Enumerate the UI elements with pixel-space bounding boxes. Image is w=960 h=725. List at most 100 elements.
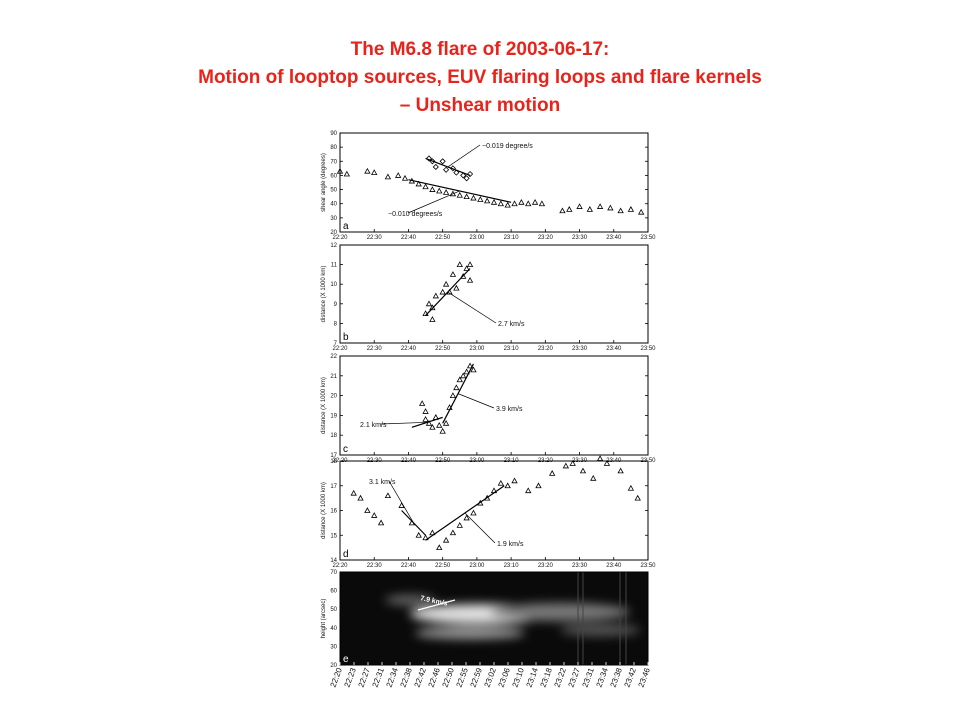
data-point: [436, 421, 443, 428]
data-point: [418, 400, 426, 406]
data-point: [364, 167, 371, 174]
x-tick-label: 23:00: [469, 235, 485, 241]
data-point: [607, 204, 614, 211]
x-tick-label: 22:40: [401, 235, 417, 241]
data-point: [442, 419, 450, 426]
x-tick-label: 23:10: [504, 235, 520, 241]
x-tick-label: 22:30: [367, 346, 383, 352]
x-tick-label: 23:30: [572, 346, 588, 352]
panel-letter: b: [343, 332, 349, 343]
data-point: [401, 174, 409, 181]
y-tick-label: 20: [330, 230, 337, 236]
x-tick-label: 23:46: [637, 666, 652, 688]
data-point: [371, 512, 378, 518]
annotation: 2.7 km/s: [498, 321, 525, 328]
data-point: [429, 316, 436, 322]
y-axis-label: distance (X 1000 km): [321, 482, 327, 539]
y-tick-label: 11: [331, 263, 338, 269]
data-point: [562, 462, 570, 469]
data-point: [504, 482, 511, 489]
x-tick-label: 23:00: [469, 346, 485, 352]
data-point: [422, 416, 429, 422]
data-point: [377, 519, 385, 526]
data-point: [504, 201, 511, 208]
y-tick-label: 18: [330, 459, 337, 465]
data-point: [576, 203, 583, 209]
y-tick-label: 18: [330, 433, 337, 439]
x-tick-label: 23:10: [504, 346, 520, 352]
data-point: [470, 194, 477, 201]
data-point: [443, 166, 450, 173]
title-line: Motion of looptop sources, EUV flaring l…: [198, 67, 762, 88]
data-point: [364, 507, 371, 513]
y-tick-label: 80: [330, 145, 337, 151]
x-tick-label: 23:20: [538, 563, 554, 569]
y-axis-label: distance (X 1000 km): [321, 266, 327, 323]
data-point: [535, 482, 542, 489]
x-tick-label: 22:40: [401, 346, 417, 352]
y-axis-label: distance (X 1000 km): [321, 377, 327, 434]
data-point: [343, 170, 351, 177]
data-point: [531, 198, 539, 205]
x-tick-label: 23:40: [606, 346, 622, 352]
data-point: [442, 189, 450, 195]
data-point: [590, 475, 597, 481]
data-point: [384, 173, 392, 180]
x-tick-label: 22:20: [332, 346, 348, 352]
y-tick-label: 40: [330, 202, 337, 208]
annotation-arrow: [447, 144, 481, 168]
data-point: [603, 460, 611, 466]
y-tick-label: 9: [334, 302, 338, 308]
emission: [560, 624, 640, 636]
y-tick-label: 70: [330, 570, 337, 576]
data-point: [483, 197, 491, 204]
x-tick-label: 23:50: [640, 235, 656, 241]
y-tick-label: 21: [330, 374, 337, 380]
data-point: [394, 172, 402, 178]
emission: [490, 603, 630, 621]
data-point: [596, 203, 604, 209]
data-point: [586, 206, 594, 212]
data-point: [436, 187, 443, 194]
data-point: [466, 362, 474, 369]
y-tick-label: 7: [334, 341, 338, 347]
data-point: [559, 207, 566, 214]
data-point: [470, 509, 477, 516]
x-tick-label: 23:10: [504, 563, 520, 569]
x-tick-label: 22:50: [435, 346, 451, 352]
data-point: [456, 261, 463, 267]
y-tick-label: 70: [330, 159, 337, 165]
image-emission: [385, 595, 640, 639]
y-tick-label: 20: [330, 663, 337, 669]
y-tick-label: 30: [330, 216, 337, 222]
y-axis-label: shear angle (degrees): [321, 153, 327, 212]
data-point: [463, 193, 470, 200]
data-point: [477, 196, 484, 202]
data-point: [425, 300, 433, 307]
fit-line: [411, 416, 443, 428]
y-tick-label: 20: [330, 394, 337, 400]
data-point: [432, 292, 440, 299]
x-tick-label: 22:30: [367, 235, 383, 241]
data-point: [439, 158, 446, 165]
data-point: [463, 368, 470, 375]
y-tick-label: 17: [330, 484, 337, 490]
y-tick-label: 15: [330, 533, 337, 539]
data-point: [429, 423, 436, 430]
annotation: 3.1 km/s: [369, 479, 396, 486]
x-tick-label: 22:50: [435, 563, 451, 569]
y-tick-label: 90: [330, 131, 337, 137]
data-point: [460, 273, 467, 279]
y-tick-label: 17: [330, 453, 337, 459]
data-point: [460, 372, 467, 379]
data-point: [634, 494, 641, 501]
data-point: [442, 280, 450, 287]
y-tick-label: 8: [334, 321, 338, 327]
data-point: [627, 484, 635, 491]
emission: [415, 627, 525, 639]
annotation-arrow: [379, 421, 428, 425]
data-point: [442, 536, 450, 543]
data-point: [429, 186, 436, 192]
data-point: [617, 207, 624, 214]
x-tick-label: 23:40: [606, 235, 622, 241]
